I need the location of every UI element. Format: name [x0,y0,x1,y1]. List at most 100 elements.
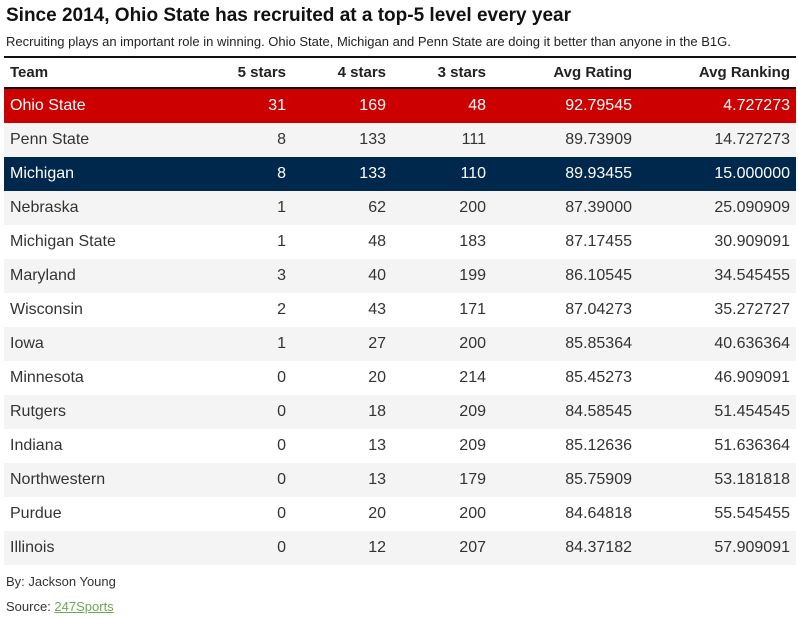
team-cell: Michigan [10,165,75,182]
value-cell: 18 [368,403,386,420]
value-cell: 20 [368,505,386,522]
team-cell: Penn State [10,131,90,148]
value-cell: 200 [459,199,486,216]
value-cell: 4.727273 [723,97,790,114]
value-cell: 0 [277,403,286,420]
team-cell: Nebraska [10,199,79,216]
value-cell: 8 [277,131,286,148]
value-cell: 43 [368,301,386,318]
table-row: Rutgers 0 18 209 84.58545 51.454545 [4,395,796,429]
value-cell: 85.45273 [565,369,632,386]
value-cell: 30.909091 [714,233,790,250]
table-row: Penn State 8 133 111 89.73909 14.727273 [4,123,796,157]
column-header: 4 stars [292,56,392,89]
value-cell: 200 [459,335,486,352]
team-cell: Iowa [10,335,44,352]
value-cell: 0 [277,437,286,454]
value-cell: 1 [277,335,286,352]
table-row: Minnesota 0 20 214 85.45273 46.909091 [4,361,796,395]
chart-title: Since 2014, Ohio State has recruited at … [6,5,571,26]
value-cell: 85.75909 [565,471,632,488]
value-cell: 3 [277,267,286,284]
value-cell: 57.909091 [714,539,790,556]
value-cell: 13 [368,471,386,488]
chart-subtitle: Recruiting plays an important role in wi… [6,34,731,49]
chart-footer: By: Jackson Young Source: 247Sports [6,569,796,619]
team-cell: Wisconsin [10,301,83,318]
value-cell: 40.636364 [714,335,790,352]
value-cell: 92.79545 [565,97,632,114]
table-row: Iowa 1 27 200 85.85364 40.636364 [4,327,796,361]
value-cell: 169 [359,97,386,114]
value-cell: 87.17455 [565,233,632,250]
table-row: Wisconsin 2 43 171 87.04273 35.272727 [4,293,796,327]
value-cell: 0 [277,471,286,488]
source-label: Source: [6,599,55,614]
value-cell: 13 [368,437,386,454]
value-cell: 48 [368,233,386,250]
team-cell: Michigan State [10,233,116,250]
value-cell: 199 [459,267,486,284]
table-header-row: Team 5 stars 4 stars 3 stars Avg Rating Avg R… [4,56,796,89]
value-cell: 183 [459,233,486,250]
value-cell: 53.181818 [714,471,790,488]
value-cell: 40 [368,267,386,284]
value-cell: 89.93455 [565,165,632,182]
value-cell: 8 [277,165,286,182]
table-row: Michigan State 1 48 183 87.17455 30.909091 [4,225,796,259]
value-cell: 55.545455 [714,505,790,522]
value-cell: 86.10545 [565,267,632,284]
value-cell: 0 [277,539,286,556]
table-row: Purdue 0 20 200 84.64818 55.545455 [4,497,796,531]
value-cell: 209 [459,403,486,420]
team-cell: Ohio State [10,97,86,114]
value-cell: 14.727273 [714,131,790,148]
column-header: 5 stars [184,56,292,89]
table-body: Ohio State 3 1 169 48 92.79545 4.727273 Penn St… [4,88,796,565]
value-cell: 111 [461,131,486,148]
table-row: Illinois 0 12 207 84.37182 57.909091 [4,531,796,565]
value-cell: 85.85364 [565,335,632,352]
value-cell: 0 [277,369,286,386]
value-cell: 1 [277,233,286,250]
value-cell: 51.454545 [714,403,790,420]
value-cell: 87.04273 [565,301,632,318]
team-cell: Illinois [10,539,55,556]
value-cell: 46.909091 [714,369,790,386]
value-cell: 84.58545 [565,403,632,420]
value-cell: 89.73909 [565,131,632,148]
table-row: Northwestern 0 13 179 85.75909 53.181818 [4,463,796,497]
table-row: Ohio State 31 169 48 92.79545 4.727273 [4,88,796,123]
value-cell: 35.272727 [714,301,790,318]
value-cell: 200 [459,505,486,522]
team-cell: Purdue [10,505,62,522]
value-cell: 0 [277,505,286,522]
recruiting-table: Team 5 stars 4 stars 3 stars Avg Rating Avg R… [4,56,796,565]
column-header: 3 stars [392,56,492,89]
value-cell: 20 [368,369,386,386]
value-cell: 84.37182 [565,539,632,556]
value-cell: 34.545455 [714,267,790,284]
team-cell: Indiana [10,437,63,454]
table-row: Maryland 3 40 199 86.10545 34.545455 [4,259,796,293]
team-cell: Northwestern [10,471,106,488]
source-link[interactable]: 247Sports [54,599,114,614]
team-cell: Rutgers [10,403,67,420]
value-cell: 2 [277,301,286,318]
value-cell: 179 [459,471,486,488]
team-cell: Maryland [10,267,76,284]
value-cell: 110 [460,165,486,182]
value-cell: 84.64818 [565,505,632,522]
value-cell: 62 [368,199,386,216]
byline: By: Jackson Young [6,574,116,589]
value-cell: 12 [368,539,386,556]
value-cell: 209 [459,437,486,454]
table-row: Indiana 0 13 209 85.12636 51.636364 [4,429,796,463]
value-cell: 85.12636 [565,437,632,454]
table-row: Michigan 8 133 110 89.93455 15.000000 [4,157,796,191]
source-line: Source: 247Sports [6,594,796,619]
column-header: Avg Ranking [638,56,796,89]
table-row: Nebraska 1 62 200 87.39000 25.090909 [4,191,796,225]
column-header: Team [4,56,184,89]
team-cell: Minnesota [10,369,84,386]
